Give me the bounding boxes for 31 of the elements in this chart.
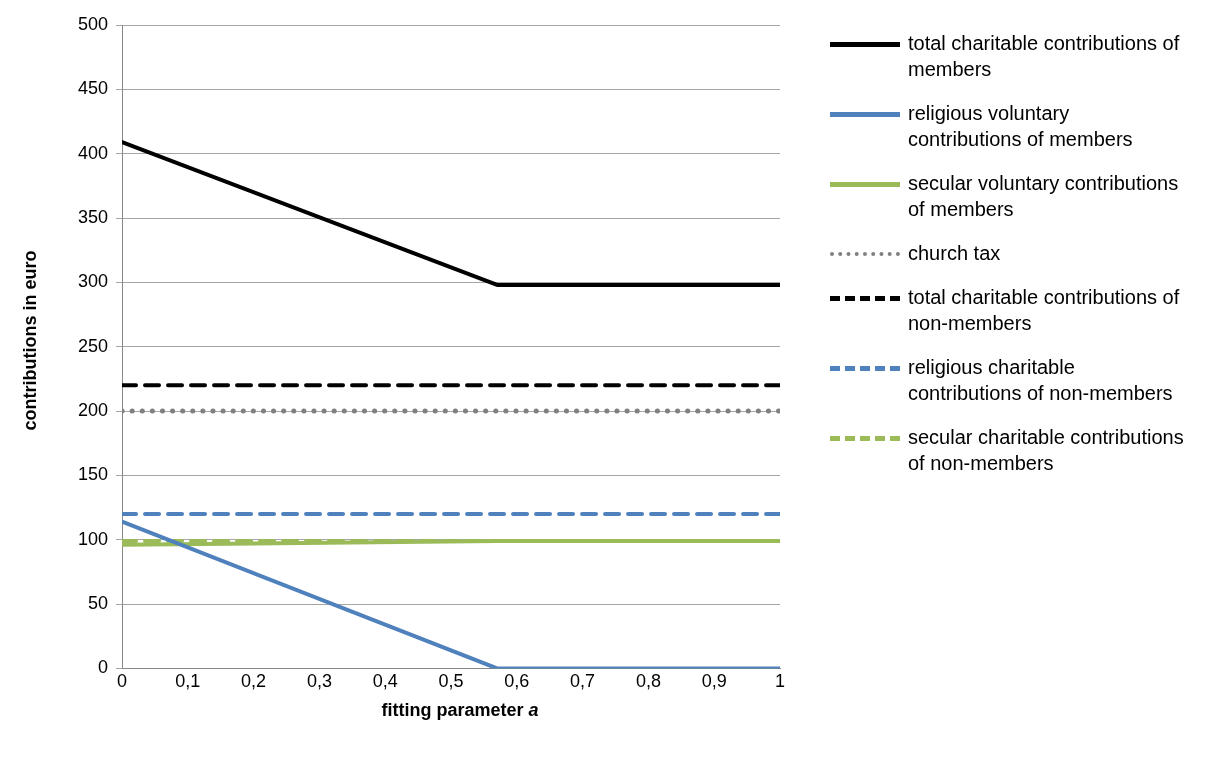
- x-tick-label: 0: [117, 671, 128, 692]
- x-axis-title: fitting parameter a: [380, 700, 540, 721]
- legend-label: secular voluntary contributions of members: [908, 171, 1180, 222]
- y-tick-label: 150: [77, 464, 109, 485]
- y-tick-label: 400: [77, 142, 109, 163]
- y-tick-label: 0: [98, 657, 109, 678]
- x-tick-label: 0,8: [635, 671, 661, 692]
- y-tick-label: 50: [88, 593, 109, 614]
- y-tick-label: 200: [77, 400, 109, 421]
- legend-label: religious charitable contributions of non-members: [908, 355, 1174, 406]
- y-tick-label: 100: [77, 528, 109, 549]
- legend-label: total charitable contributions of members: [908, 31, 1181, 82]
- x-tick-label: 0,5: [438, 671, 464, 692]
- x-tick-label: 0,6: [504, 671, 530, 692]
- x-tick-label: 0,3: [306, 671, 332, 692]
- y-tick-label: 250: [77, 335, 109, 356]
- x-tick-label: 0,9: [701, 671, 727, 692]
- x-tick-label: 0,2: [241, 671, 267, 692]
- y-tick-label: 500: [77, 13, 109, 34]
- legend-label: church tax: [908, 241, 1002, 266]
- x-tick-label: 1: [774, 671, 786, 692]
- x-tick-label: 0,4: [372, 671, 398, 692]
- y-axis-title: contributions in euro: [19, 249, 41, 433]
- legend-label: religious voluntary contributions of members: [908, 101, 1134, 152]
- y-tick-label: 450: [77, 78, 109, 99]
- x-tick-label: 0,1: [175, 671, 201, 692]
- legend-label: secular charitable contributions of non-members: [908, 425, 1185, 476]
- y-tick-label: 350: [77, 206, 109, 227]
- legend-label: total charitable contributions of non-members: [908, 285, 1181, 336]
- x-tick-label: 0,7: [570, 671, 596, 692]
- y-tick-label: 300: [77, 271, 109, 292]
